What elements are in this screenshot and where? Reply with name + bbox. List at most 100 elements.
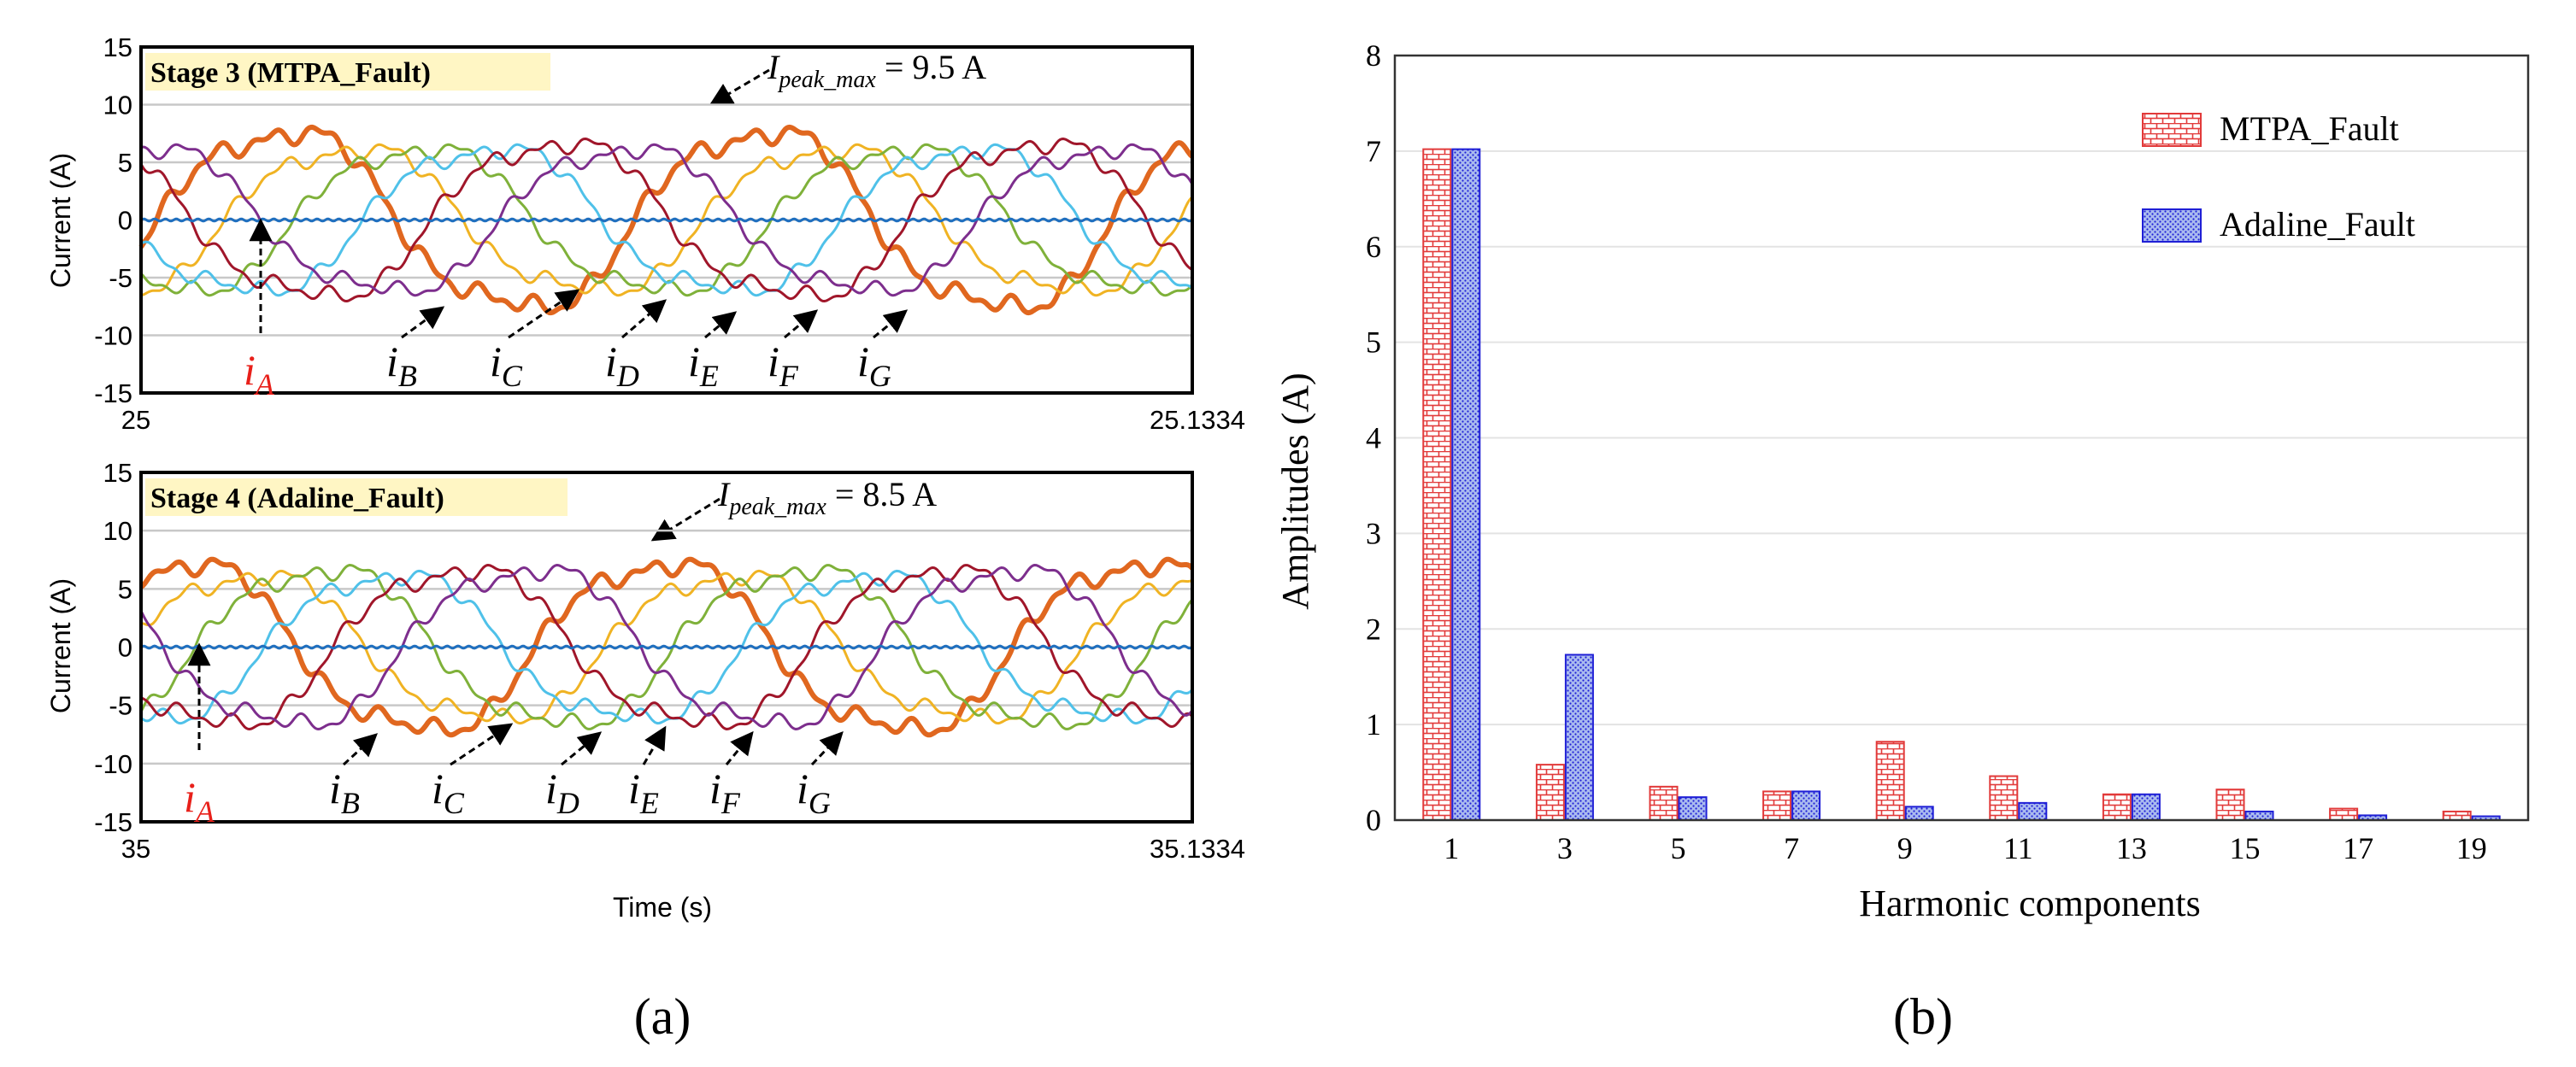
- y-tick-label: 5: [118, 574, 132, 604]
- stage4-title: Stage 4 (Adaline_Fault): [150, 483, 444, 514]
- stage4-title-bg: [145, 478, 568, 516]
- phase-label-D: iD: [605, 337, 639, 393]
- bar-MTPA_Fault-h9: [1875, 741, 1905, 822]
- x-tick-label: 35.1334: [1150, 834, 1245, 864]
- stage3-title: Stage 3 (MTPA_Fault): [150, 57, 431, 89]
- phase-label-G: iG: [857, 337, 891, 393]
- x-tick-label: 7: [1784, 831, 1799, 865]
- stage4-chart: Stage 4 (Adaline_Fault) Current (A) Time…: [45, 458, 1245, 923]
- legend-label-adaline: Adaline_Fault: [2220, 205, 2415, 243]
- legend-swatch-adaline: [2142, 208, 2202, 243]
- stage4-x-axis-label: Time (s): [613, 892, 712, 923]
- waveform-iD: [139, 564, 1194, 730]
- y-tick-label: 15: [103, 458, 132, 488]
- stage3-peak-value: = 9.5 A: [885, 48, 986, 86]
- y-tick-label: 0: [118, 206, 132, 236]
- phase-arrow-F: [725, 730, 754, 765]
- x-tick-label: 17: [2343, 831, 2373, 865]
- phase-label-A: iA: [244, 346, 275, 402]
- bar-Adaline_Fault-h1: [1451, 148, 1481, 821]
- phase-label-F: iF: [709, 765, 741, 820]
- phase-label-E: iE: [628, 765, 659, 820]
- stage4-peak-annotation: Ipeak_max = 8.5 A: [650, 475, 937, 542]
- y-tick-label: 2: [1366, 612, 1381, 646]
- y-tick-label: 5: [118, 148, 132, 178]
- phase-label-A: iA: [184, 773, 215, 829]
- stage4-peak-arrow: [650, 497, 720, 542]
- bar-MTPA_Fault-h7: [1762, 790, 1792, 821]
- x-tick-label: 19: [2456, 831, 2487, 865]
- stage3-peak-annotation: Ipeak_max = 9.5 A: [709, 48, 986, 106]
- y-tick-label: 7: [1366, 134, 1381, 168]
- waveform-iC: [140, 143, 1193, 297]
- bar-MTPA_Fault-h11: [1989, 775, 2019, 821]
- bar-Adaline_Fault-h11: [2018, 801, 2048, 821]
- y-tick-label: 0: [1366, 803, 1381, 837]
- waveform-iA: [140, 644, 1193, 650]
- stage3-chart: Stage 3 (MTPA_Fault) Current (A) Ipeak_m…: [45, 32, 1245, 435]
- phase-arrow-E: [642, 725, 667, 765]
- phase-arrow-G: [810, 731, 844, 766]
- stage3-title-bg: [145, 53, 550, 91]
- y-tick-label: -15: [94, 807, 132, 837]
- x-tick-label: 11: [2003, 831, 2033, 865]
- waveform-iE: [140, 569, 1194, 725]
- bar-MTPA_Fault-h19: [2442, 810, 2472, 822]
- phase-arrow-B: [401, 306, 445, 339]
- x-tick-label: 1: [1444, 831, 1459, 865]
- stage4-y-axis-label: Current (A): [45, 578, 76, 713]
- y-tick-label: 5: [1366, 325, 1381, 360]
- waveform-iF: [140, 564, 1194, 730]
- phase-label-B: iB: [386, 337, 417, 393]
- y-tick-label: 10: [103, 516, 132, 546]
- stage3-y-axis-label: Current (A): [45, 153, 76, 288]
- x-tick-label: 35: [121, 834, 150, 864]
- stage3-peak-symbol: I: [767, 48, 780, 86]
- legend-label-mtpa: MTPA_Fault: [2220, 109, 2399, 148]
- stage4-peak-value: = 8.5 A: [835, 475, 937, 513]
- y-tick-label: 1: [1366, 707, 1381, 742]
- waveform-iG: [139, 564, 1194, 730]
- phase-arrow-G: [873, 309, 909, 339]
- bar-y-axis-label: Amplitudes (A): [1274, 372, 1316, 609]
- x-tick-label: 15: [2230, 831, 2261, 865]
- bar-legend: MTPA_Fault Adaline_Fault: [2142, 109, 2415, 243]
- stage4-peak-subscript: peak_max: [727, 494, 826, 520]
- x-tick-label: 5: [1671, 831, 1686, 865]
- phase-arrow-D: [621, 299, 668, 339]
- svg-text:Ipeak_max= 8.5 A: Ipeak_max = 8.5 A: [717, 475, 937, 520]
- y-tick-label: 3: [1366, 516, 1381, 550]
- legend-swatch-mtpa: [2142, 113, 2202, 147]
- bar-MTPA_Fault-h15: [2215, 789, 2245, 822]
- x-tick-label: 25: [121, 405, 150, 435]
- phase-label-G: iG: [797, 765, 831, 820]
- y-tick-label: 10: [103, 91, 132, 120]
- stage3-peak-arrow: [709, 68, 770, 106]
- bar-Adaline_Fault-h9: [1904, 806, 1934, 822]
- phase-arrow-B: [342, 733, 378, 766]
- y-tick-label: -10: [94, 321, 132, 351]
- waveform-iB: [138, 124, 1194, 316]
- phase-arrow-D: [561, 731, 603, 766]
- bar-MTPA_Fault-h17: [2329, 807, 2359, 822]
- bar-MTPA_Fault-h1: [1422, 148, 1452, 821]
- phase-label-F: iF: [768, 337, 799, 393]
- y-tick-label: 6: [1366, 230, 1381, 264]
- x-tick-label: 25.1334: [1150, 405, 1245, 435]
- y-tick-label: -5: [109, 691, 132, 721]
- phase-label-E: iE: [688, 337, 719, 393]
- y-tick-label: 0: [118, 633, 132, 663]
- phase-arrow-C: [508, 289, 580, 339]
- y-tick-label: 15: [103, 32, 132, 62]
- x-tick-label: 13: [2116, 831, 2147, 865]
- y-tick-label: 8: [1366, 38, 1381, 73]
- bar-Adaline_Fault-h13: [2131, 793, 2161, 822]
- bar-Adaline_Fault-h5: [1678, 796, 1708, 822]
- phase-arrow-E: [704, 311, 738, 339]
- phase-label-D: iD: [545, 765, 579, 820]
- phase-arrow-F: [784, 309, 819, 339]
- plot-frame: [139, 45, 1194, 395]
- bar-Adaline_Fault-h7: [1791, 790, 1821, 821]
- plot-frame: [139, 471, 1194, 824]
